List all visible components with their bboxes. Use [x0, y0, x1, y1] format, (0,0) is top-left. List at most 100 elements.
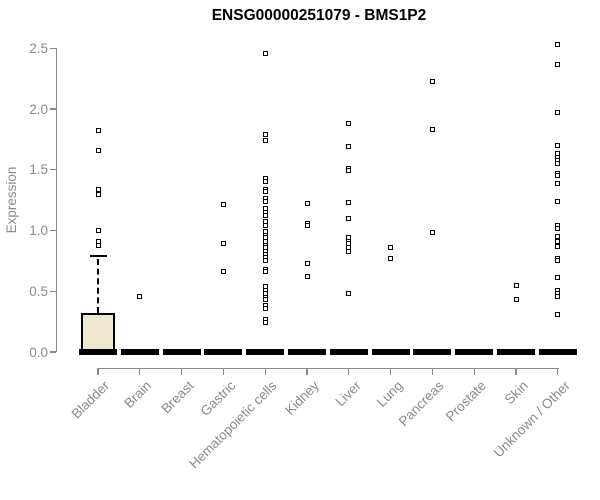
x-category-label: Lung: [373, 378, 406, 410]
outlier-point: [95, 228, 101, 233]
outlier-point: [555, 142, 561, 148]
median-bar: [120, 349, 159, 355]
x-category-label: Prostate: [442, 378, 489, 425]
median-bar: [371, 349, 410, 355]
outlier-point: [513, 297, 519, 303]
x-category-label: Liver: [332, 378, 364, 410]
outlier-point: [262, 179, 268, 185]
outlier-point: [262, 213, 268, 219]
x-category-label: Brain: [121, 378, 155, 411]
x-tick-mark: [97, 368, 99, 375]
outlier-point: [220, 269, 226, 275]
y-tick-mark: [49, 351, 56, 353]
outlier-point: [304, 223, 310, 229]
y-tick-mark: [49, 108, 56, 110]
y-tick-mark: [49, 229, 56, 232]
outlier-point: [95, 147, 101, 153]
x-category-label: Gastric: [197, 378, 239, 419]
y-tick-mark: [49, 290, 56, 292]
outlier-point: [262, 223, 268, 229]
x-tick-mark: [222, 368, 224, 375]
outlier-point: [262, 305, 268, 311]
x-tick-mark: [139, 368, 141, 375]
outlier-point: [429, 78, 435, 84]
outlier-point: [555, 173, 561, 179]
outlier-point: [220, 241, 226, 247]
outlier-point: [262, 258, 268, 264]
outlier-point: [346, 248, 352, 254]
x-tick-mark: [264, 368, 266, 375]
outlier-point: [95, 191, 101, 197]
y-axis-title: Expression: [4, 166, 19, 234]
chart-title: ENSG00000251079 - BMS1P2: [211, 7, 427, 24]
outlier-point: [262, 132, 268, 137]
outlier-point: [346, 215, 352, 221]
x-tick-mark: [431, 368, 433, 375]
outlier-point: [555, 243, 561, 249]
median-bar: [497, 349, 535, 355]
x-category-label: Skin: [501, 378, 531, 408]
median-bar: [246, 349, 285, 355]
outlier-point: [262, 189, 268, 195]
outlier-point: [555, 225, 561, 231]
outlier-point: [429, 230, 435, 236]
outlier-point: [555, 275, 561, 281]
outlier-point: [555, 311, 561, 317]
y-tick-label: 0.0: [29, 344, 48, 360]
x-category-label: Kidney: [281, 378, 322, 418]
outlier-point: [262, 320, 268, 326]
y-tick-label: 0.5: [29, 283, 48, 299]
x-category-label: Bladder: [69, 378, 113, 422]
y-tick-label: 1.0: [29, 223, 48, 238]
outlier-point: [388, 245, 394, 250]
x-tick-mark: [181, 368, 183, 375]
x-tick-mark: [557, 368, 559, 375]
outlier-point: [555, 161, 561, 167]
outlier-point: [555, 234, 561, 240]
median-bar: [538, 349, 577, 355]
outlier-point: [555, 238, 561, 244]
outlier-point: [346, 121, 352, 127]
outlier-point: [388, 255, 394, 261]
outlier-point: [555, 180, 561, 186]
outlier-point: [304, 201, 310, 207]
x-tick-mark: [348, 368, 350, 375]
x-tick-mark: [390, 368, 392, 375]
x-category-label: Unknown / Other: [490, 378, 573, 461]
outlier-point: [555, 61, 561, 67]
median-bar: [455, 349, 494, 355]
outlier-point: [555, 258, 561, 264]
x-category-label: Breast: [158, 378, 197, 417]
outlier-point: [346, 200, 352, 206]
outlier-point: [346, 168, 352, 174]
outlier-point: [262, 297, 268, 303]
outlier-point: [95, 242, 101, 248]
y-tick-label: 2.5: [29, 40, 48, 56]
outlier-point: [137, 293, 143, 299]
y-tick-mark: [49, 47, 56, 49]
outlier-point: [513, 282, 519, 288]
y-tick-label: 1.5: [29, 162, 48, 178]
x-tick-mark: [515, 368, 517, 375]
outlier-point: [346, 291, 352, 297]
whisker-cap: [89, 254, 107, 258]
outlier-point: [555, 110, 561, 116]
y-tick-mark: [49, 169, 56, 171]
y-axis-line: [55, 48, 57, 352]
x-category-label: Pancreas: [396, 378, 448, 429]
outlier-point: [304, 260, 310, 266]
outlier-point: [95, 186, 101, 192]
whisker-upper: [97, 259, 99, 314]
y-tick-label: 2.0: [29, 101, 48, 117]
median-bar: [288, 349, 326, 355]
x-tick-mark: [306, 368, 308, 375]
median-bar: [79, 349, 117, 355]
outlier-point: [262, 198, 268, 204]
x-tick-mark: [473, 368, 475, 375]
outlier-point: [555, 42, 561, 48]
outlier-point: [262, 269, 268, 275]
outlier-point: [262, 50, 268, 56]
median-bar: [329, 349, 368, 355]
median-bar: [162, 349, 201, 355]
